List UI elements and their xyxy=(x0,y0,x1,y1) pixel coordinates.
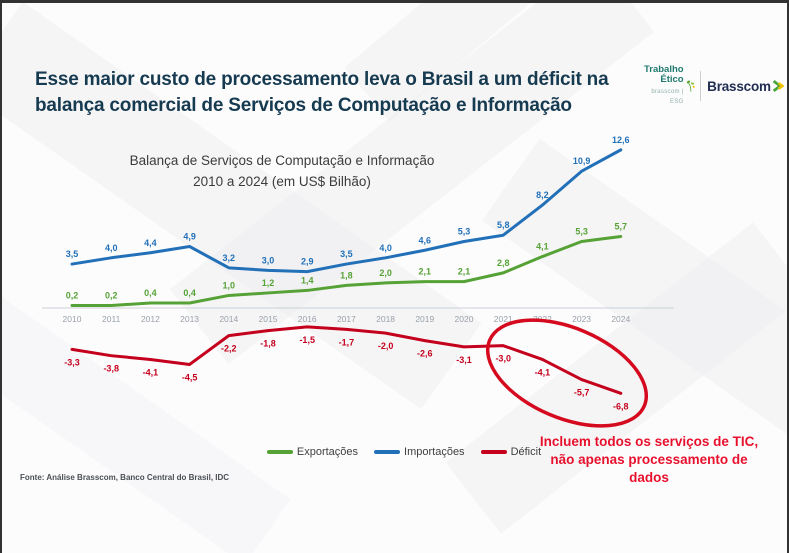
legend-label: Importações xyxy=(404,446,465,458)
value-label: 3,5 xyxy=(66,249,79,259)
x-tick-label: 2019 xyxy=(415,314,434,324)
value-label: 2,9 xyxy=(301,257,314,267)
value-label: 2,1 xyxy=(458,267,471,277)
chart-title: Balança de Serviços de Computação e Info… xyxy=(87,150,477,192)
value-label: 8,2 xyxy=(536,190,549,200)
x-tick-label: 2015 xyxy=(259,314,278,324)
legend-item-déficit: Déficit xyxy=(480,446,542,458)
value-label: -2,6 xyxy=(417,349,433,359)
legend-swatch xyxy=(266,450,293,454)
x-tick-label: 2011 xyxy=(102,314,121,324)
chart-title-line2: 2010 a 2024 (em US$ Bilhão) xyxy=(193,174,371,189)
x-tick-label: 2013 xyxy=(180,314,199,324)
value-label: -4,1 xyxy=(535,367,551,377)
x-tick-label: 2014 xyxy=(219,314,238,324)
source-text: Fonte: Análise Brasscom, Banco Central d… xyxy=(20,473,230,482)
x-tick-label: 2010 xyxy=(63,314,82,324)
x-tick-label: 2024 xyxy=(611,314,630,324)
value-label: 2,8 xyxy=(497,258,510,268)
value-label: -4,5 xyxy=(182,372,198,382)
value-label: 4,4 xyxy=(144,238,157,248)
value-label: 0,4 xyxy=(183,288,196,298)
value-label: 2,1 xyxy=(419,267,432,277)
legend-swatch xyxy=(480,450,507,454)
value-label: -1,8 xyxy=(260,339,276,349)
brasscom-logo: Trabalho Ético brasscom | ESG Brasscom xyxy=(644,65,784,107)
value-label: -5,7 xyxy=(574,388,590,398)
value-label: 0,2 xyxy=(66,290,79,300)
line-chart: 2010 2011 2012 2013 2014 2015 2016 2017 2018 2019… xyxy=(42,135,674,428)
logo-subtext: brasscom | ESG xyxy=(651,89,684,105)
value-label: -3,8 xyxy=(103,364,119,374)
value-label: 5,7 xyxy=(615,221,628,231)
value-label: -2,0 xyxy=(378,341,394,351)
x-tick-label: 2018 xyxy=(376,314,395,324)
value-label: 3,0 xyxy=(262,255,275,265)
highlight-ellipse xyxy=(485,318,649,428)
legend-item-importações: Importações xyxy=(374,446,465,458)
series-line-importações xyxy=(70,148,623,274)
x-tick-label: 2021 xyxy=(494,314,513,324)
page-title-line1: Esse maior custo de processamento leva o… xyxy=(35,69,609,90)
annotation-line2: não apenas processamento de xyxy=(550,452,748,467)
annotation-line3: dados xyxy=(629,470,669,485)
brasscom-wordmark: Brasscom xyxy=(707,78,771,94)
value-label: 0,4 xyxy=(144,288,157,298)
value-label: 1,2 xyxy=(262,278,275,288)
value-label: 4,0 xyxy=(379,243,392,253)
logo-divider xyxy=(700,71,702,101)
value-label: -6,8 xyxy=(613,401,629,411)
value-label: 5,8 xyxy=(497,220,510,230)
annotation-line1: Incluem todos os serviços de TIC, xyxy=(539,434,759,449)
chart-legend: Exportações Importações Déficit xyxy=(254,446,554,458)
trabalho-etico-logo: Trabalho Ético brasscom | ESG xyxy=(644,65,684,107)
legend-label: Exportações xyxy=(296,446,359,458)
value-label: -3,0 xyxy=(495,354,511,364)
etico-label: Ético xyxy=(660,74,684,85)
value-label: 3,5 xyxy=(340,249,353,259)
value-label: 4,1 xyxy=(536,242,549,252)
value-label: -3,3 xyxy=(64,357,80,367)
value-label: 4,9 xyxy=(183,232,196,242)
series-line-déficit xyxy=(70,325,623,395)
x-tick-label: 2016 xyxy=(298,314,317,324)
value-label: -4,1 xyxy=(143,367,159,377)
value-label: 4,6 xyxy=(419,235,432,245)
series-line-exportações xyxy=(70,234,623,307)
x-tick-label: 2017 xyxy=(337,314,356,324)
value-label: 5,3 xyxy=(458,226,471,236)
value-label: 5,3 xyxy=(575,226,588,236)
value-label: -3,1 xyxy=(456,355,472,365)
value-label: 2,0 xyxy=(379,268,392,278)
trabalho-label: Trabalho xyxy=(644,64,684,75)
page-title: Esse maior custo de processamento leva o… xyxy=(35,67,635,119)
value-label: -2,2 xyxy=(221,344,237,354)
x-tick-label: 2012 xyxy=(141,314,160,324)
x-tick-label: 2020 xyxy=(455,314,474,324)
chart-title-line1: Balança de Serviços de Computação e Info… xyxy=(129,153,435,168)
annotation-text: Incluem todos os serviços de TIC, não ap… xyxy=(516,433,782,487)
value-label: 1,8 xyxy=(340,270,353,280)
legend-label: Déficit xyxy=(510,446,542,458)
value-label: -1,7 xyxy=(339,337,355,347)
legend-swatch xyxy=(374,450,401,454)
legend-item-exportações: Exportações xyxy=(266,446,359,458)
page-title-line2: balança comercial de Serviços de Computa… xyxy=(35,95,572,116)
value-label: 1,0 xyxy=(223,280,236,290)
x-tick-label: 2023 xyxy=(572,314,591,324)
value-label: -1,5 xyxy=(299,335,315,345)
value-label: 12,6 xyxy=(612,135,630,145)
value-label: 4,0 xyxy=(105,243,118,253)
value-label: 0,2 xyxy=(105,290,118,300)
value-label: 3,2 xyxy=(223,253,236,263)
chevron-right-icon xyxy=(772,80,784,92)
value-label: 10,9 xyxy=(573,156,591,166)
sprout-icon xyxy=(686,80,695,92)
value-label: 1,4 xyxy=(301,275,314,285)
